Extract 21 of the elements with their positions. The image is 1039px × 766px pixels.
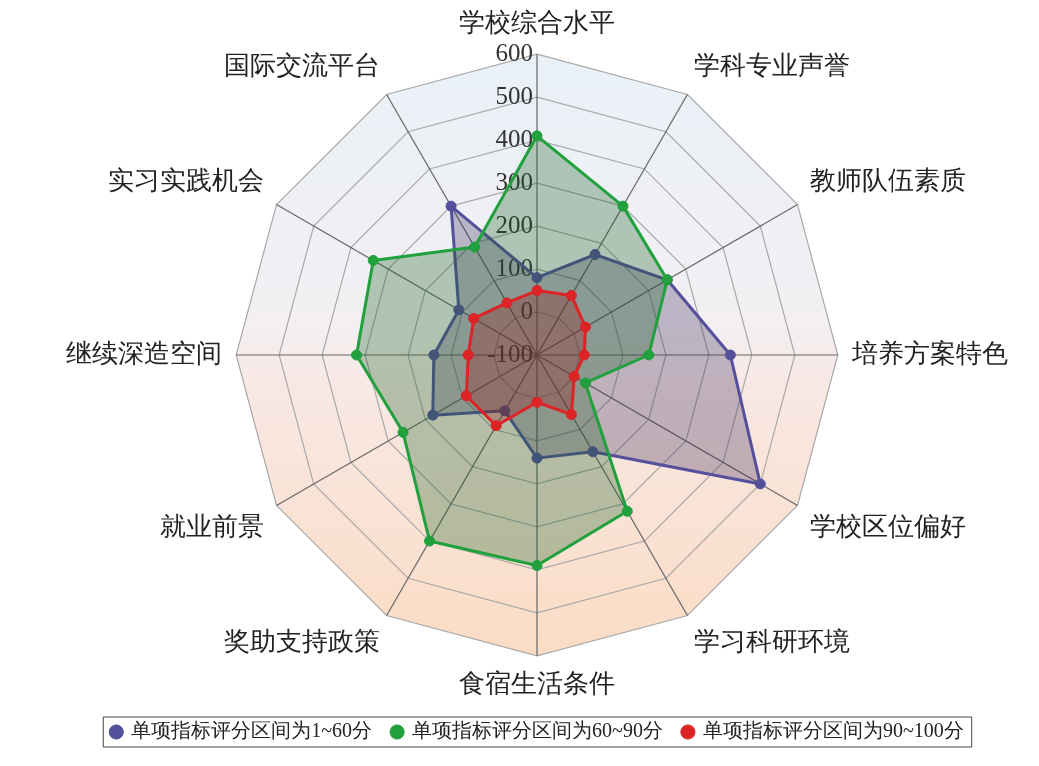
spoke-label: 国际交流平台 (223, 50, 380, 80)
spoke-label: 学校综合水平 (459, 8, 615, 38)
legend-label: 单项指标评分区间为60~90分 (412, 719, 663, 742)
spoke-label: 培养方案特色 (850, 338, 1008, 368)
y-tick-label: 400 (495, 124, 533, 152)
spoke-label: 奖助支持政策 (223, 627, 380, 657)
spoke-label: 实习实践机会 (108, 165, 265, 195)
spoke-label: 食宿生活条件 (459, 669, 615, 699)
spoke-label: 学校区位偏好 (809, 511, 966, 541)
legend-label: 单项指标评分区间为1~60分 (131, 719, 373, 742)
spoke-label: 教师队伍素质 (809, 165, 966, 195)
spoke-label: 学科专业声誉 (694, 50, 851, 80)
spoke-label: 继续深造空间 (66, 338, 223, 368)
y-tick-label: 500 (495, 81, 533, 109)
y-tick-label: 0 (520, 296, 533, 324)
legend-label: 单项指标评分区间为90~100分 (702, 719, 964, 742)
spoke-label: 学习科研环境 (694, 627, 851, 657)
y-tick-label: 200 (495, 210, 533, 238)
spoke-label: 就业前景 (160, 511, 265, 541)
y-tick-label: 600 (495, 38, 533, 66)
y-tick-label: -100 (487, 339, 533, 367)
